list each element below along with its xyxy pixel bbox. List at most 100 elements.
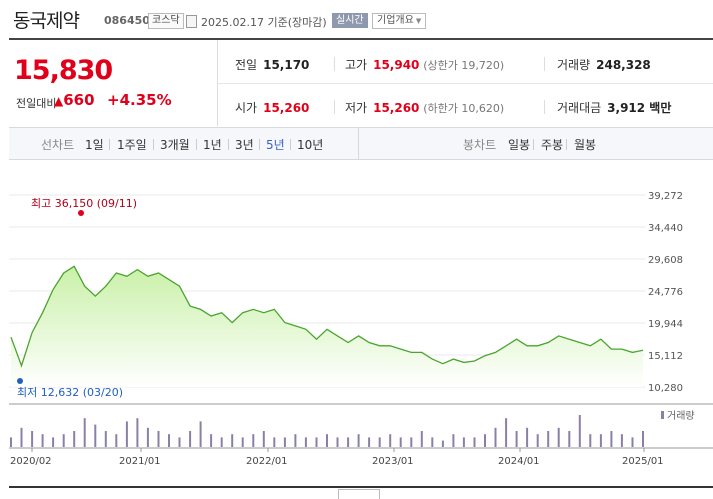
stat-divider (334, 57, 335, 71)
volume-bar (536, 434, 539, 447)
volume-bar (368, 437, 371, 447)
low-label: 최저 12,632 (03/20) (17, 386, 123, 399)
as-of-date: 2025.02.17 기준(장마감) (201, 16, 327, 29)
volume-bar (431, 437, 434, 447)
stat-high: 고가 15,940 (상한가 19,720) (345, 56, 504, 73)
chevron-down-icon: ▼ (415, 17, 422, 25)
volume-bar (494, 427, 497, 447)
company-info-button[interactable]: 기업개요 ▼ (372, 13, 427, 29)
volume-bar (568, 431, 571, 447)
volume-bar (83, 418, 86, 447)
volume-bar (52, 437, 55, 447)
volume-bar (347, 437, 350, 447)
volume-bar (505, 418, 508, 447)
candle-daily[interactable]: 일봉 (508, 138, 531, 152)
volume-bar (399, 437, 402, 447)
stat-open-value: 15,260 (263, 101, 310, 115)
volume-bar (252, 434, 255, 447)
change-value: ▲660 (54, 91, 95, 109)
volume-bar (41, 434, 44, 447)
volume-bar (94, 424, 97, 447)
x-axis-ticks: 2020/02 2021/01 2022/01 2023/01 2024/01 2025/… (10, 448, 664, 467)
stat-high-label: 고가 (345, 58, 368, 72)
volume-bar (420, 431, 423, 447)
market-badge: 코스닥 (148, 13, 184, 29)
volume-bar (294, 434, 297, 447)
stat-volume: 거래량 248,328 (557, 56, 651, 73)
up-triangle-icon: ▲ (54, 94, 64, 108)
period-separator (290, 139, 291, 150)
y-tick-label: 15,112 (648, 351, 683, 362)
line-chart-label[interactable]: 선차트 (41, 138, 75, 152)
period-1d[interactable]: 1일 (85, 138, 104, 152)
volume-bar (631, 437, 634, 447)
volume-bar (136, 418, 139, 447)
candle-chart-label[interactable]: 봉차트 (463, 138, 497, 152)
x-tick-label: 2024/01 (498, 456, 540, 467)
candle-weekly[interactable]: 주봉 (541, 138, 564, 152)
period-separator (109, 139, 110, 150)
volume-bar (189, 431, 192, 447)
volume-bar (378, 437, 381, 447)
volume-bar (315, 437, 318, 447)
volume-bar (473, 437, 476, 447)
collapse-handle[interactable] (338, 489, 380, 499)
volume-bar (125, 421, 128, 447)
period-10y[interactable]: 10년 (297, 138, 324, 152)
volume-bar (599, 434, 602, 447)
stat-volume-value: 248,328 (596, 58, 651, 72)
volume-bar (326, 434, 328, 447)
y-tick-label: 39,272 (648, 191, 683, 202)
volume-bar (515, 431, 518, 447)
price-line (10, 265, 644, 368)
volume-bar (283, 437, 286, 447)
period-1w[interactable]: 1주일 (117, 138, 147, 152)
top-divider (9, 38, 713, 40)
stat-prev-label: 전일 (235, 58, 258, 72)
candle-monthly[interactable]: 월봉 (574, 138, 597, 152)
volume-bar (410, 437, 413, 447)
volume-bar (231, 434, 234, 447)
period-1y[interactable]: 1년 (203, 138, 222, 152)
stat-divider (334, 100, 335, 114)
volume-bar (273, 437, 276, 447)
high-marker (78, 210, 84, 216)
volume-bar (462, 437, 465, 447)
stats-row-divider (217, 83, 713, 84)
company-info-label: 기업개요 (377, 15, 414, 26)
period-3m[interactable]: 3개월 (160, 138, 190, 152)
toolbar-divider (358, 128, 359, 159)
price-chart: 39,272 34,440 29,608 24,776 19,944 15,112 10,2… (9, 191, 713, 467)
volume-bar (210, 434, 213, 447)
volume-bar (526, 427, 529, 447)
y-axis-ticks: 39,272 34,440 29,608 24,776 19,944 15,112 10,2… (648, 191, 683, 394)
volume-bar (115, 434, 118, 447)
volume-bar (31, 431, 34, 447)
high-label: 최고 36,150 (09/11) (31, 197, 137, 210)
x-tick-label: 2020/02 (10, 456, 52, 467)
volume-bar (452, 434, 455, 447)
stat-lower-limit: (하한가 10,620) (423, 102, 505, 115)
volume-bar (336, 437, 339, 447)
volume-bar (610, 431, 613, 447)
volume-bar (262, 431, 265, 447)
volume-bar (20, 427, 23, 447)
volume-bar (220, 437, 223, 447)
volume-bar (642, 431, 644, 447)
period-3y[interactable]: 3년 (235, 138, 254, 152)
period-5y[interactable]: 5년 (266, 138, 285, 152)
document-icon (186, 15, 197, 28)
price-area (11, 266, 643, 387)
chart-toolbar: 선차트 1일 1주일 3개월 1년 3년 5년 10년 봉차트 일봉 주봉 월봉 (9, 127, 713, 160)
current-price: 15,830 (14, 55, 113, 86)
volume-bar (389, 434, 392, 447)
change-label: 전일대비 (16, 97, 57, 110)
bottom-divider (9, 486, 713, 488)
realtime-button[interactable]: 실시간 (332, 13, 368, 28)
volume-bar (357, 434, 360, 447)
volume-bar (10, 437, 12, 447)
price-box: 15,830 전일대비 ▲660 +4.35% (9, 40, 218, 126)
x-tick-label: 2023/01 (372, 456, 414, 467)
stat-divider (544, 100, 545, 114)
volume-bar (146, 427, 149, 447)
